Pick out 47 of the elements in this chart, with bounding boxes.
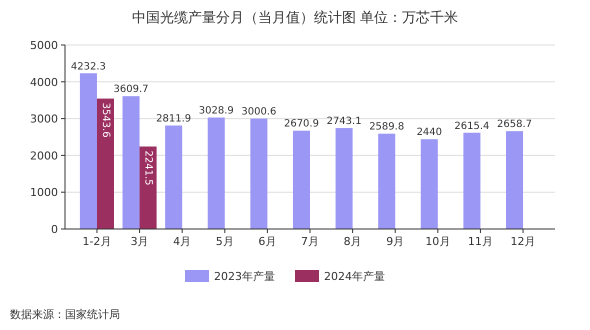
chart-title: 中国光缆产量分月（当月值）统计图 单位：万芯千米: [132, 10, 458, 26]
bar: [96, 98, 114, 229]
bar: [378, 134, 396, 229]
source-note: 数据来源：国家统计局: [10, 308, 120, 321]
x-tick-label: 4月: [173, 235, 192, 248]
bar: [122, 96, 140, 229]
x-tick-label: 5月: [216, 235, 234, 248]
data-label: 3000.6: [241, 106, 276, 118]
x-tick-label: 10月: [425, 235, 450, 248]
bar: [336, 128, 353, 229]
bar: [463, 132, 480, 229]
bar: [208, 118, 225, 229]
x-tick-label: 1-2月: [82, 235, 112, 248]
data-label: 2241.5: [142, 150, 154, 186]
bar: [165, 126, 182, 229]
data-label: 2589.8: [369, 122, 404, 133]
y-tick-label: 5000: [30, 39, 58, 52]
x-tick-label: 12月: [510, 235, 536, 248]
y-tick-label: 1000: [30, 186, 58, 200]
bar: [420, 139, 438, 229]
data-label: 2811.9: [156, 114, 192, 125]
data-label: 3543.6: [100, 102, 111, 138]
data-label: 2440: [416, 127, 442, 138]
data-label: 3028.9: [198, 106, 234, 117]
x-tick-label: 3月: [130, 235, 149, 248]
y-tick-label: 2000: [30, 149, 58, 162]
x-tick-label: 11月: [468, 235, 493, 248]
data-label: 3609.7: [114, 84, 149, 96]
x-tick-label: 9月: [386, 235, 404, 248]
x-tick-label: 7月: [301, 235, 319, 248]
bar: [506, 131, 524, 229]
data-label: 4232.3: [70, 61, 106, 72]
bar: [292, 130, 310, 229]
data-label: 2743.1: [326, 116, 362, 128]
x-tick-label: 8月: [344, 235, 362, 248]
data-label: 2615.4: [454, 120, 490, 132]
legend-label: 2023年产量: [214, 270, 275, 283]
bar: [140, 146, 157, 229]
y-tick-label: 0: [51, 223, 58, 236]
data-label: 2658.7: [497, 119, 532, 130]
y-tick-label: 3000: [30, 112, 58, 126]
x-tick-label: 6月: [258, 235, 276, 248]
data-label: 2670.9: [284, 118, 319, 130]
bar: [80, 73, 97, 229]
legend-label: 2024年产量: [324, 270, 385, 283]
y-tick-label: 4000: [30, 76, 58, 89]
bar: [250, 118, 268, 229]
